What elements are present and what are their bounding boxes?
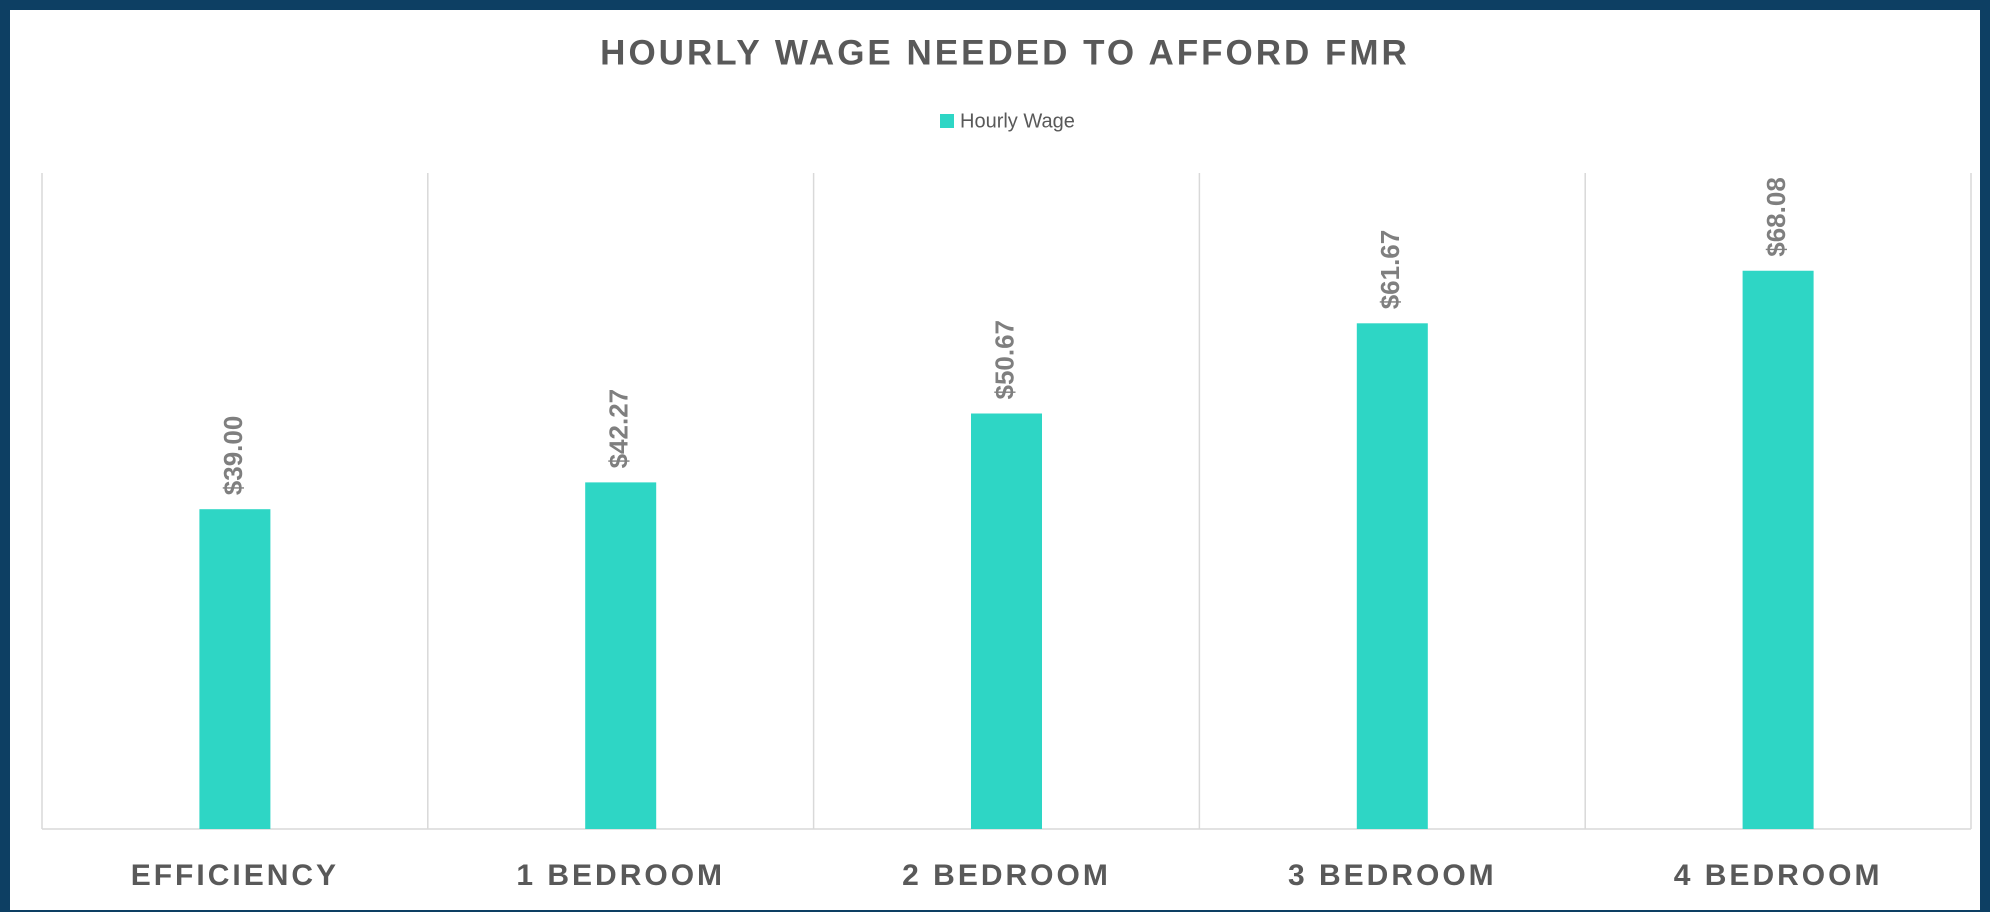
data-label: $68.08 xyxy=(1761,177,1791,257)
bar xyxy=(1742,270,1814,829)
data-label: $61.67 xyxy=(1375,230,1405,310)
bar xyxy=(585,482,657,829)
legend-swatch xyxy=(940,114,954,128)
data-label: $50.67 xyxy=(989,320,1019,400)
x-tick-label: 4 BEDROOM xyxy=(1674,859,1883,892)
chart-title: HOURLY WAGE NEEDED TO AFFORD FMR xyxy=(600,33,1410,72)
bar xyxy=(199,509,271,829)
x-tick-label: 2 BEDROOM xyxy=(902,859,1111,892)
x-tick-label: 1 BEDROOM xyxy=(516,859,725,892)
bar xyxy=(1356,323,1428,829)
legend-label: Hourly Wage xyxy=(960,110,1075,132)
data-label: $42.27 xyxy=(604,389,634,469)
bar xyxy=(971,413,1042,829)
x-tick-label: 3 BEDROOM xyxy=(1288,859,1497,892)
x-tick-label: EFFICIENCY xyxy=(131,859,339,892)
data-label: $39.00 xyxy=(218,416,248,496)
